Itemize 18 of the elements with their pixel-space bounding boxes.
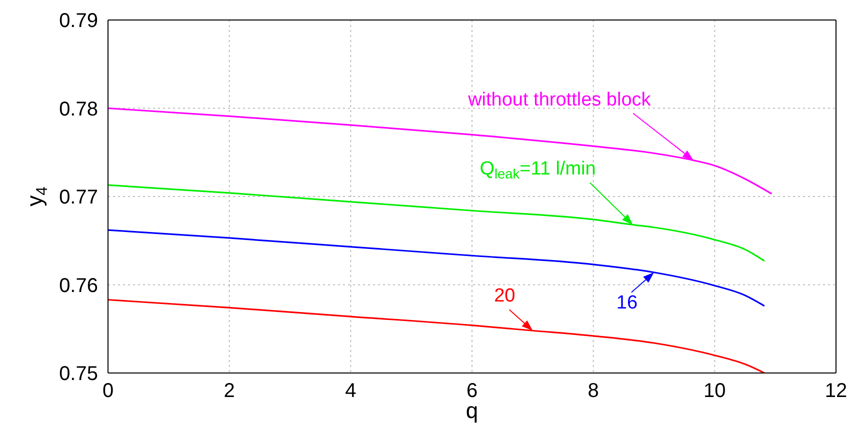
series-label: 20	[494, 286, 516, 307]
x-tick-label: 10	[704, 380, 726, 402]
y-tick-label: 0.75	[59, 363, 98, 386]
line-series	[108, 107, 772, 195]
y-tick-label: 0.77	[59, 186, 98, 209]
series-label: Q$_{leak}$=11 l/min	[480, 158, 596, 182]
y-tick-label: 0.79	[59, 10, 98, 32]
x-tick-label: 2	[224, 380, 235, 402]
x-tick-label: 4	[345, 380, 356, 402]
legend-label: 16	[616, 292, 638, 314]
x-tick-label: 12	[824, 380, 848, 402]
x-tick-label: 0	[102, 380, 114, 402]
line-series	[108, 229, 766, 307]
y-tick-label: 0.76	[59, 274, 98, 297]
y-tick-label: 0.78	[59, 98, 98, 120]
series-label: without throttles block	[467, 89, 652, 110]
x-tick-label: 8	[588, 380, 599, 402]
line-series	[108, 184, 766, 262]
